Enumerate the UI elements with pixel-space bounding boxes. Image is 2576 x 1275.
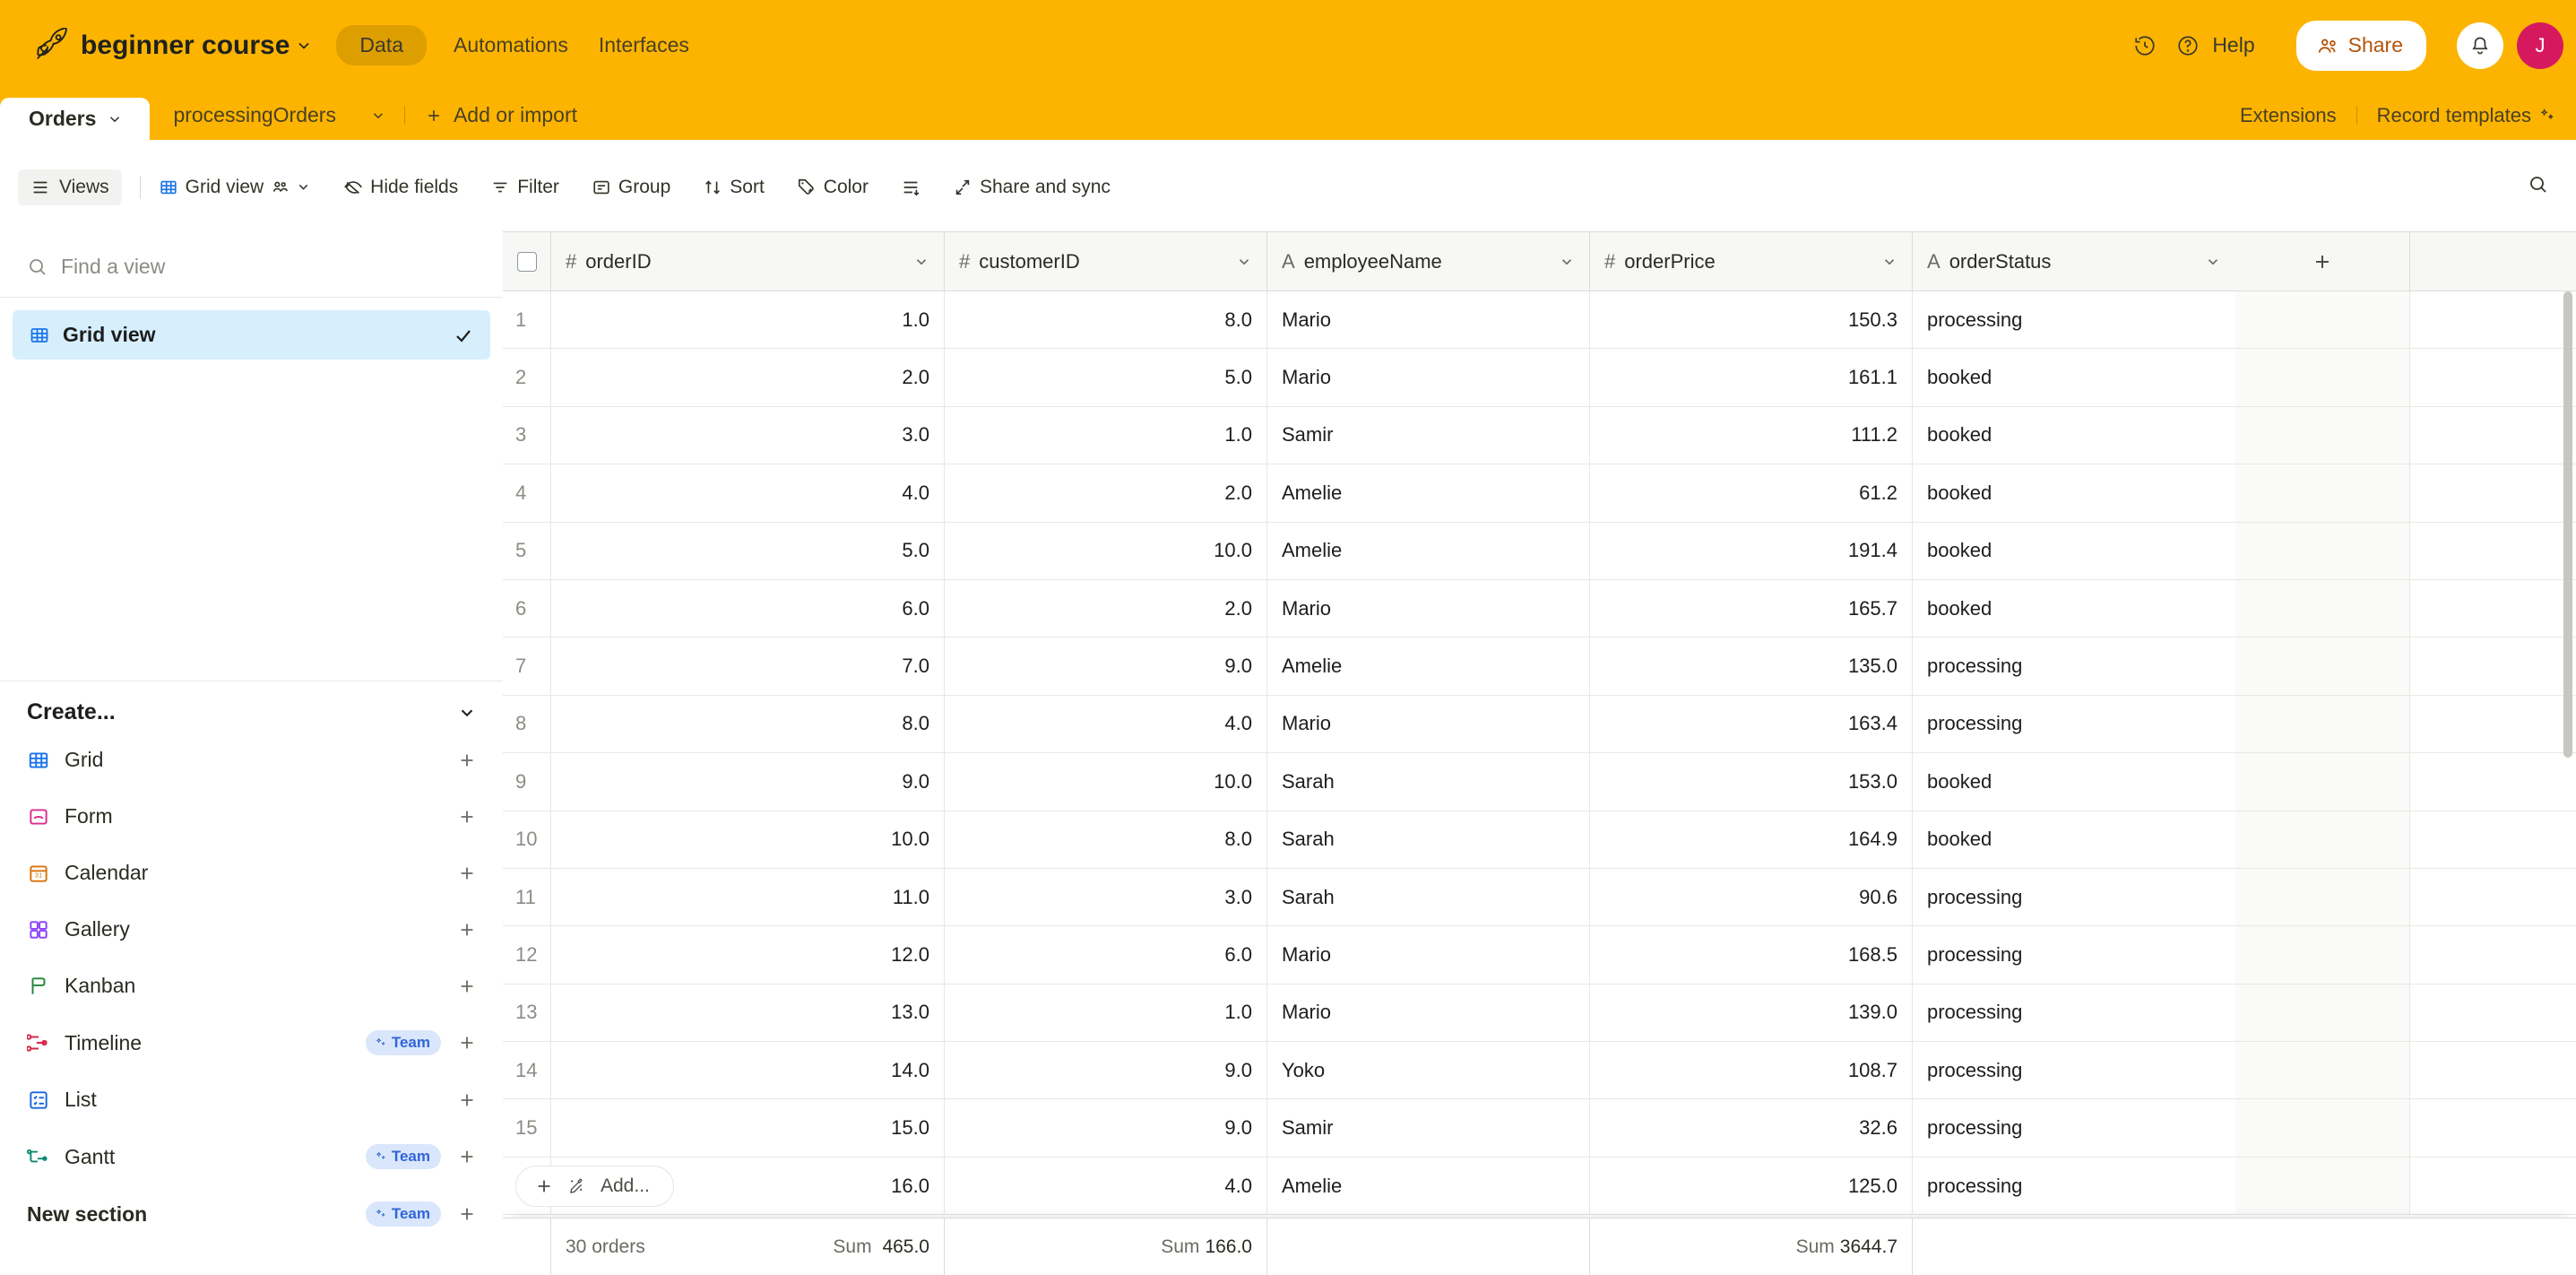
svg-text:31: 31: [35, 871, 42, 879]
